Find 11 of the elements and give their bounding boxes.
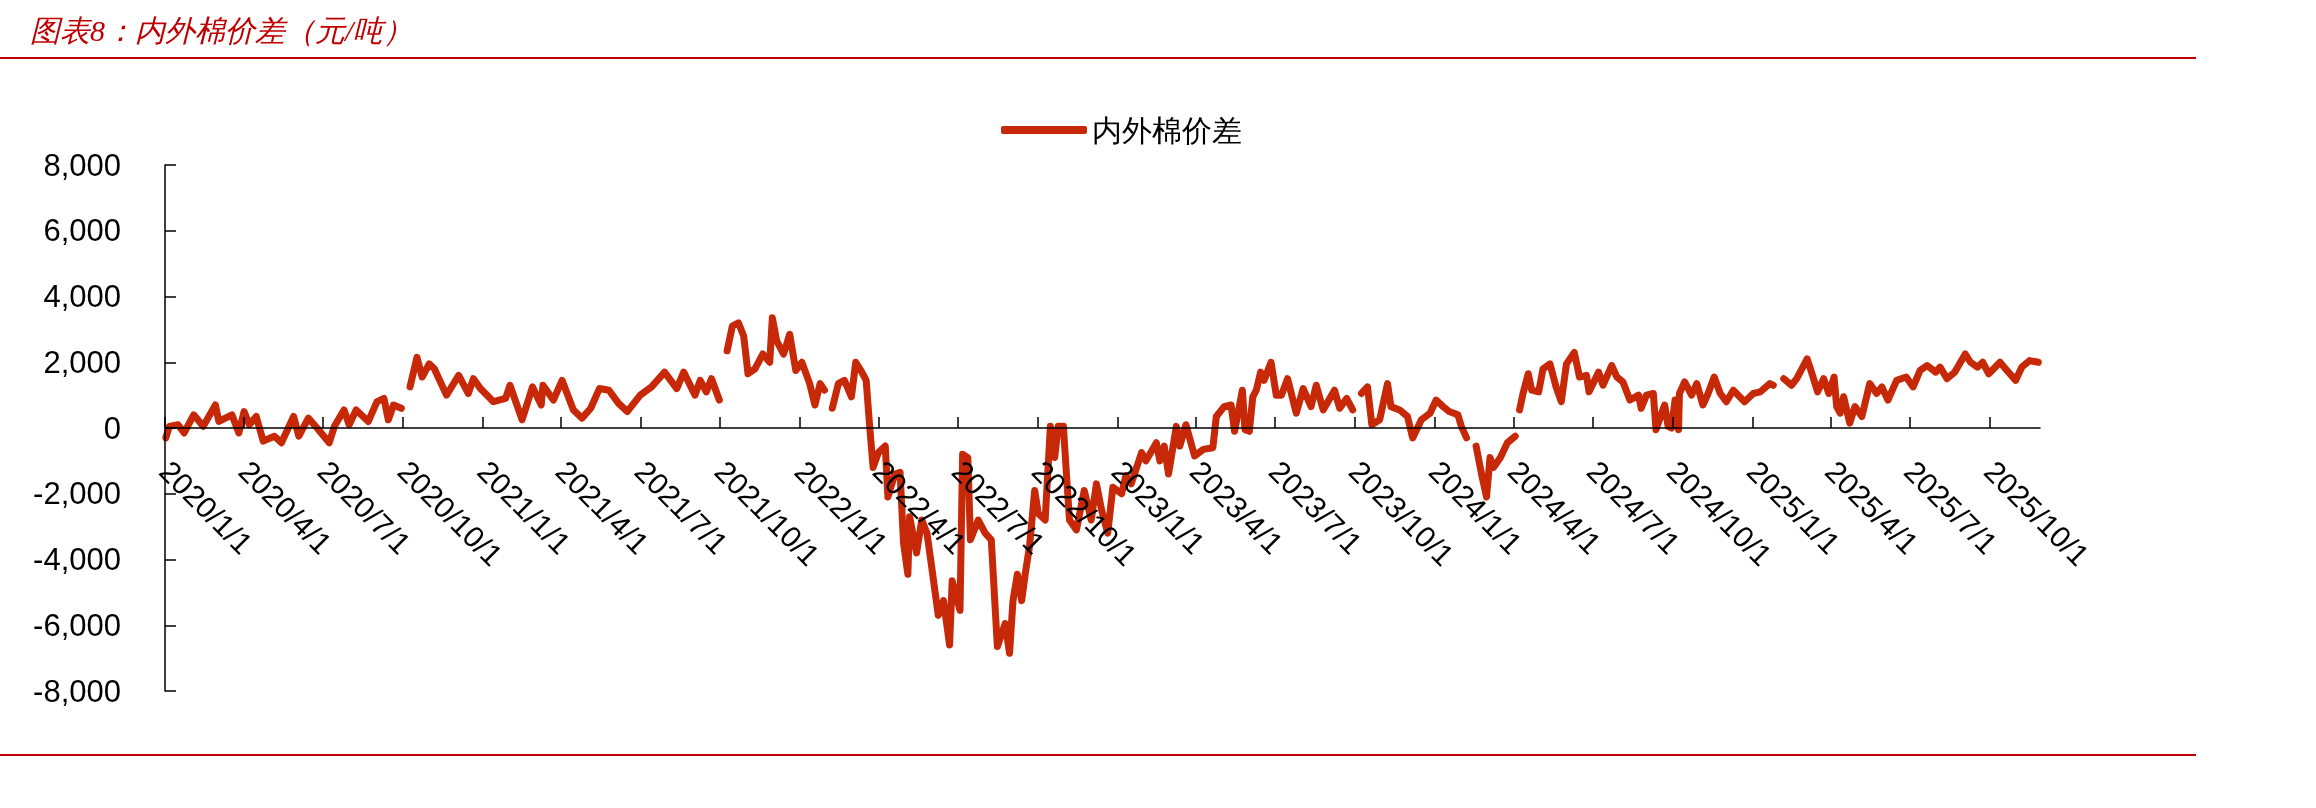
chart-title: 图表8：内外棉价差（元/吨）: [30, 13, 414, 47]
y-tick-label: 4,000: [43, 279, 121, 314]
y-tick-label: 8,000: [43, 147, 121, 183]
y-tick-label: -4,000: [33, 542, 121, 577]
y-tick-label: 2,000: [43, 344, 121, 380]
y-tick-label: 0: [103, 410, 121, 446]
y-tick-label: 6,000: [43, 213, 121, 249]
legend-label: 内外棉价差: [1092, 113, 1242, 147]
y-tick-label: -2,000: [33, 476, 121, 512]
y-tick-label: -6,000: [33, 607, 121, 643]
y-tick-label: -8,000: [33, 673, 121, 709]
